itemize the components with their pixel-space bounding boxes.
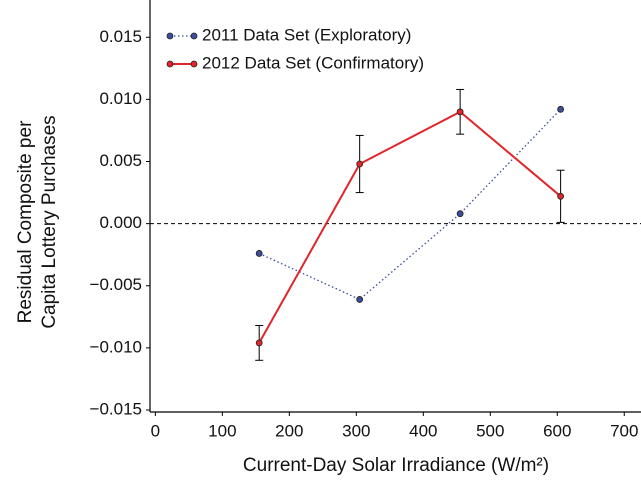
series-line (258, 110, 562, 344)
y-axis-title: Residual Composite per Capita Lottery Pu… (15, 115, 60, 328)
x-tick-label: 0 (151, 421, 160, 440)
legend-marker (190, 32, 198, 40)
x-tick-label: 300 (342, 421, 370, 440)
y-tick-label: −0.005 (90, 275, 142, 294)
data-point (456, 108, 464, 116)
legend-label: 2012 Data Set (Confirmatory) (202, 53, 424, 72)
x-tick-label: 700 (610, 421, 638, 440)
y-tick-label: 0.010 (99, 89, 142, 108)
y-axis-title-line: Capita Lottery Purchases (39, 115, 60, 328)
x-tick-label: 600 (543, 421, 571, 440)
x-tick-label: 400 (409, 421, 437, 440)
y-axis-title-line: Residual Composite per (15, 120, 36, 323)
y-tick-label: −0.015 (90, 399, 142, 418)
legend-marker (166, 60, 174, 68)
x-tick-label: 100 (208, 421, 236, 440)
series-line (258, 108, 562, 301)
data-point (456, 210, 464, 218)
data-point (557, 192, 565, 200)
legend-label: 2011 Data Set (Exploratory) (202, 25, 411, 44)
y-tick-label: 0.005 (99, 151, 142, 170)
data-point (557, 105, 565, 113)
data-point (356, 296, 364, 303)
data-point (255, 339, 263, 347)
data-point (255, 250, 263, 257)
y-tick-label: 0.015 (99, 27, 142, 46)
x-axis-title: Current-Day Solar Irradiance (W/m²) (243, 455, 549, 476)
y-tick-label: 0.000 (99, 213, 142, 232)
legend-marker (166, 32, 174, 40)
legend-marker (190, 60, 198, 68)
y-tick-label: −0.010 (90, 337, 142, 356)
data-point (356, 160, 364, 168)
x-tick-label: 500 (476, 421, 504, 440)
x-tick-label: 200 (275, 421, 303, 440)
